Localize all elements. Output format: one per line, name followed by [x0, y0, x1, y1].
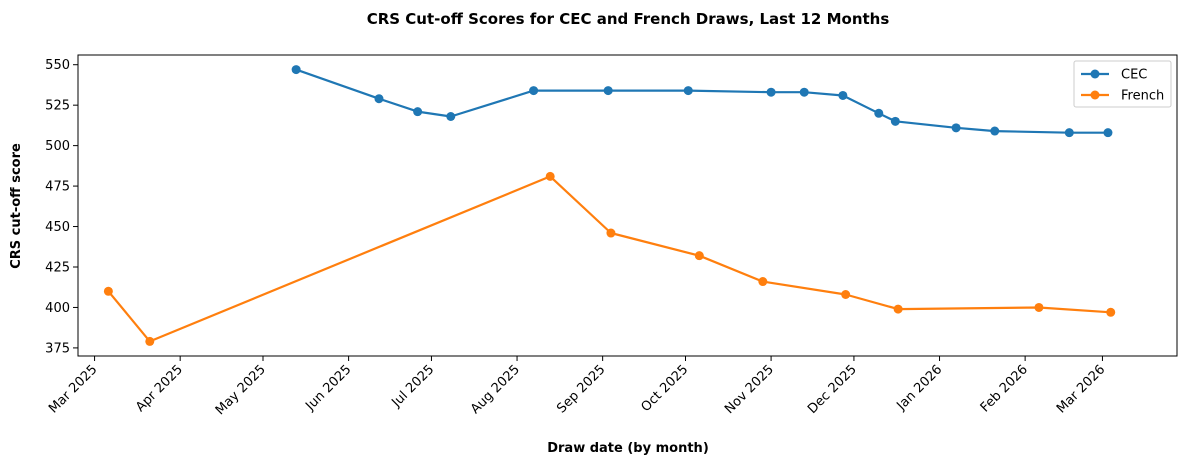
- y-tick-label: 375: [45, 341, 70, 356]
- x-tick-label: Feb 2026: [978, 362, 1031, 415]
- x-tick-label: Dec 2025: [805, 362, 860, 417]
- data-point-french: [606, 228, 616, 238]
- legend-marker-cec: [1090, 69, 1100, 79]
- x-tick-label: Jan 2026: [894, 362, 946, 414]
- data-point-french: [1034, 302, 1044, 312]
- x-tick-label: Oct 2025: [638, 362, 691, 415]
- x-tick-label: Jun 2025: [302, 362, 354, 414]
- data-point-cec: [874, 108, 884, 118]
- data-point-cec: [1064, 128, 1074, 138]
- data-point-french: [545, 171, 555, 181]
- y-axis-label: CRS cut-off score: [9, 143, 24, 269]
- x-tick-label: Nov 2025: [722, 362, 777, 417]
- data-point-cec: [990, 126, 1000, 136]
- data-point-french: [758, 277, 768, 287]
- series-line-french: [107, 175, 1111, 343]
- x-tick-label: Jul 2025: [389, 362, 438, 411]
- data-point-cec: [799, 87, 809, 97]
- data-point-french: [694, 251, 704, 261]
- data-point-cec: [374, 94, 384, 104]
- data-point-cec: [1103, 128, 1113, 138]
- plot-frame: [77, 54, 1178, 357]
- y-tick-label: 475: [45, 180, 70, 195]
- data-point-french: [893, 304, 903, 314]
- legend-label-cec: CEC: [1121, 68, 1147, 83]
- x-axis: Mar 2025 Apr 2025 May 2025 Jun 2025 Jul 2025…: [46, 356, 1108, 418]
- x-axis-label: Draw date (by month): [547, 441, 709, 456]
- data-point-french: [103, 286, 113, 296]
- data-point-cec: [529, 86, 539, 96]
- x-tick-label: Apr 2025: [133, 362, 186, 415]
- series-line-cec: [295, 68, 1108, 134]
- data-point-cec: [890, 116, 900, 126]
- plot-area: [78, 55, 1177, 356]
- y-tick-label: 550: [45, 58, 70, 73]
- y-tick-label: 400: [45, 301, 70, 316]
- data-point-cec: [603, 86, 613, 96]
- y-tick-label: 500: [45, 139, 70, 154]
- legend: CEC French: [1073, 60, 1172, 108]
- legend-marker-french: [1090, 90, 1100, 100]
- data-point-cec: [838, 90, 848, 100]
- y-tick-label: 525: [45, 99, 70, 114]
- data-point-cec: [291, 65, 301, 75]
- data-point-cec: [951, 123, 961, 133]
- data-point-cec: [683, 86, 693, 96]
- x-tick-label: Sep 2025: [554, 362, 608, 416]
- x-tick-label: Aug 2025: [468, 362, 523, 417]
- x-tick-label: May 2025: [213, 362, 269, 418]
- y-tick-label: 450: [45, 220, 70, 235]
- data-point-cec: [766, 87, 776, 97]
- y-axis: 375 400 425 450 475 500 525 550: [45, 58, 78, 356]
- data-point-cec: [413, 107, 423, 117]
- data-point-french: [1106, 307, 1116, 317]
- data-point-french: [145, 336, 155, 346]
- x-tick-label: Mar 2025: [46, 362, 100, 416]
- y-tick-label: 425: [45, 260, 70, 275]
- data-point-cec: [446, 111, 456, 121]
- chart-title: CRS Cut-off Scores for CEC and French Dr…: [367, 10, 890, 28]
- legend-label-french: French: [1121, 89, 1164, 104]
- data-point-french: [841, 290, 851, 300]
- series-layer: [103, 65, 1116, 346]
- x-tick-label: Mar 2026: [1054, 362, 1108, 416]
